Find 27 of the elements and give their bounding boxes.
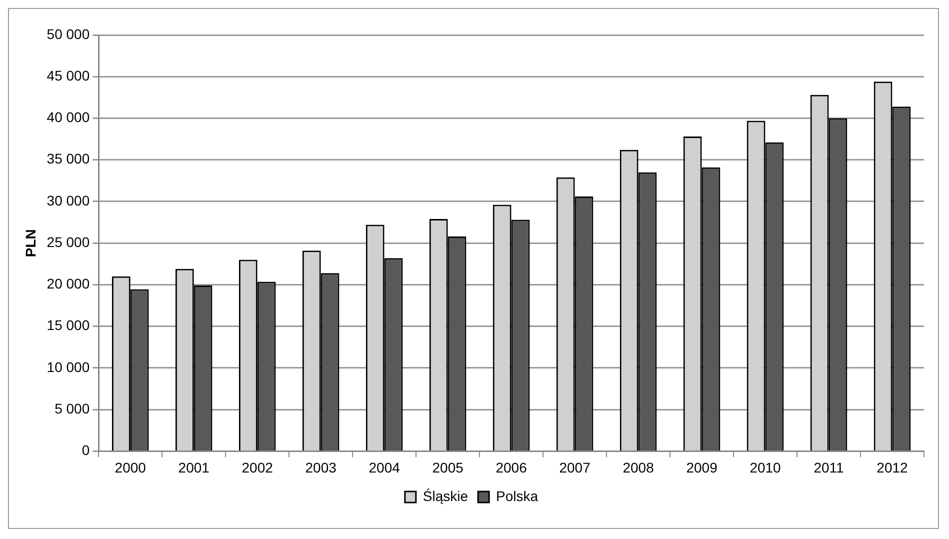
legend-label: Polska — [496, 488, 538, 504]
y-tick-label: 15 000 — [46, 317, 90, 334]
y-tick-label: 25 000 — [46, 234, 90, 250]
y-tick-label: 45 000 — [46, 67, 90, 84]
x-tick-label: 2011 — [814, 459, 844, 476]
x-tick-label: 2010 — [750, 459, 782, 476]
x-tick-label: 2006 — [496, 459, 528, 476]
x-tick-label: 2002 — [242, 459, 274, 476]
y-tick-label: 50 000 — [46, 26, 90, 42]
x-tick-label: 2009 — [686, 459, 718, 476]
x-tick-label: 2000 — [114, 459, 146, 476]
y-tick-label: 40 000 — [46, 109, 90, 126]
x-tick-label: 2008 — [622, 459, 654, 476]
x-tick-label: 2005 — [432, 459, 464, 476]
y-tick-label: 20 000 — [46, 276, 90, 292]
x-tick-label: 2001 — [178, 459, 210, 476]
x-tick-label: 2003 — [305, 459, 337, 476]
y-tick-label: 35 000 — [46, 150, 90, 167]
y-tick-label: 5 000 — [54, 400, 90, 416]
y-tick-label: 0 — [82, 442, 90, 458]
y-tick-label: 30 000 — [46, 192, 90, 208]
y-tick-label: 10 000 — [46, 358, 90, 375]
x-tick-label: 2007 — [559, 459, 591, 476]
legend-label: Śląskie — [422, 488, 468, 504]
x-tick-label: 2012 — [876, 459, 908, 476]
x-tick-label: 2004 — [368, 459, 400, 476]
y-axis-title: PLN — [22, 229, 38, 258]
